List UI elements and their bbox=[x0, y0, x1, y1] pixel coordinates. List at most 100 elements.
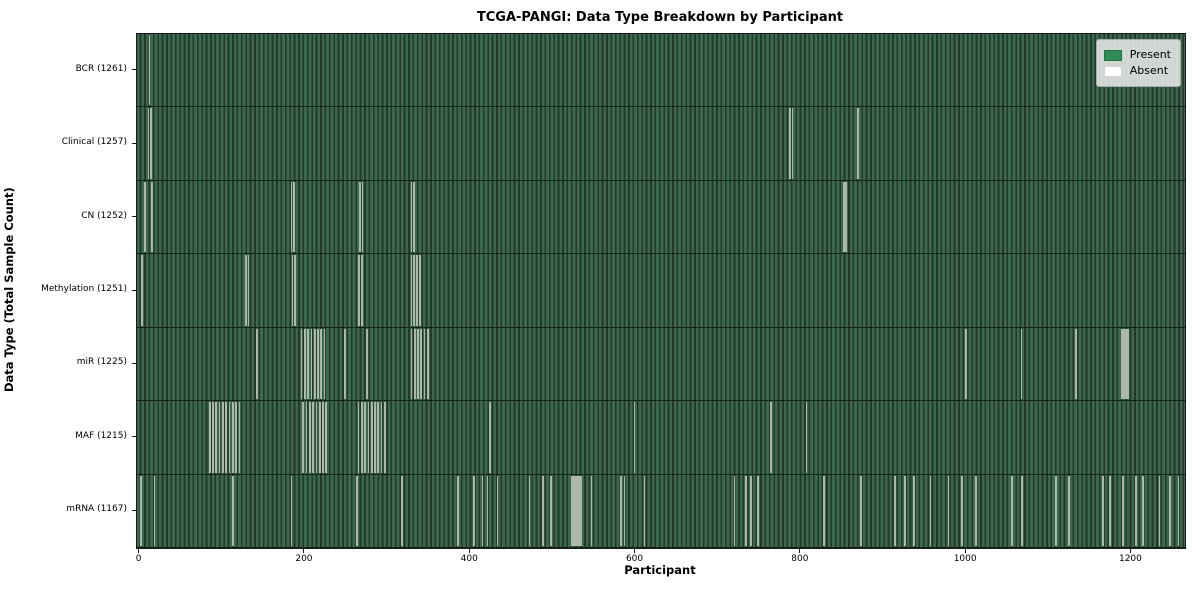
absent-marker bbox=[413, 328, 416, 400]
absent-marker bbox=[620, 475, 623, 546]
absent-marker bbox=[623, 475, 626, 546]
absent-marker bbox=[417, 328, 419, 400]
y-tick-label: CN (1252) bbox=[81, 210, 127, 221]
row-clinical bbox=[137, 107, 1185, 181]
absent-marker bbox=[374, 402, 376, 473]
absent-marker bbox=[1177, 475, 1180, 546]
absent-marker bbox=[384, 402, 386, 473]
chart-title: TCGA-PANGI: Data Type Breakdown by Parti… bbox=[476, 10, 844, 25]
x-tick-mark bbox=[468, 549, 470, 553]
absent-marker bbox=[232, 475, 234, 546]
absent-marker bbox=[310, 328, 313, 400]
legend-label: Present bbox=[1129, 48, 1171, 61]
absent-marker bbox=[325, 402, 328, 473]
absent-marker bbox=[473, 475, 476, 546]
x-tick-mark bbox=[799, 549, 801, 553]
absent-marker bbox=[294, 255, 296, 326]
absent-marker bbox=[360, 402, 363, 473]
absent-marker bbox=[496, 475, 499, 546]
row-maf bbox=[137, 401, 1185, 475]
y-tick-label: Methylation (1251) bbox=[41, 284, 127, 294]
x-tick-mark bbox=[964, 549, 966, 553]
absent-marker bbox=[486, 475, 489, 546]
absent-marker bbox=[1108, 475, 1111, 546]
absent-marker bbox=[860, 475, 862, 546]
absent-marker bbox=[300, 328, 303, 400]
absent-marker bbox=[144, 181, 147, 253]
absent-marker bbox=[370, 402, 373, 473]
y-tick-label: BCR (1261) bbox=[75, 63, 127, 74]
y-tick-label: Clinical (1257) bbox=[61, 137, 127, 148]
absent-marker bbox=[208, 402, 211, 473]
x-tick-label: 800 bbox=[791, 554, 809, 564]
absent-marker bbox=[364, 402, 366, 473]
absent-marker bbox=[313, 328, 316, 400]
x-tick-mark bbox=[138, 549, 140, 553]
absent-marker bbox=[745, 475, 747, 546]
y-tick-mark bbox=[132, 289, 136, 291]
y-tick-label: MAF (1215) bbox=[75, 430, 127, 441]
absent-marker bbox=[245, 255, 247, 326]
absent-marker bbox=[359, 181, 362, 253]
row-bcr bbox=[137, 34, 1185, 108]
absent-marker bbox=[410, 328, 413, 400]
absent-marker bbox=[360, 255, 363, 326]
plot-area: Present Absent bbox=[136, 33, 1186, 549]
absent-marker bbox=[413, 181, 415, 253]
absent-marker bbox=[590, 475, 593, 546]
absent-marker bbox=[842, 181, 845, 253]
absent-marker bbox=[528, 475, 531, 546]
absent-marker bbox=[1011, 475, 1014, 546]
absent-marker bbox=[643, 475, 646, 546]
absent-marker bbox=[150, 108, 152, 179]
absent-marker bbox=[789, 108, 791, 179]
absent-marker bbox=[1055, 475, 1057, 546]
absent-marker bbox=[255, 328, 258, 400]
absent-marker bbox=[377, 402, 380, 473]
absent-marker bbox=[1121, 328, 1129, 400]
absent-marker bbox=[845, 181, 847, 253]
y-tick-mark bbox=[132, 362, 136, 364]
absent-marker bbox=[733, 475, 736, 546]
absent-marker bbox=[315, 402, 318, 473]
absent-marker bbox=[756, 475, 759, 546]
x-tick-label: 1000 bbox=[953, 554, 977, 564]
absent-marker bbox=[323, 328, 326, 400]
absent-marker bbox=[965, 328, 967, 400]
row-methylation bbox=[137, 254, 1185, 328]
absent-marker bbox=[308, 402, 311, 473]
x-tick-label: 1200 bbox=[1118, 554, 1142, 564]
absent-marker bbox=[1158, 475, 1161, 546]
x-tick-mark bbox=[303, 549, 305, 553]
absent-marker bbox=[750, 475, 752, 546]
absent-marker bbox=[822, 475, 825, 546]
legend-swatch-icon bbox=[1103, 65, 1122, 77]
absent-marker bbox=[153, 475, 156, 546]
x-tick-mark bbox=[1129, 549, 1131, 553]
x-tick-mark bbox=[634, 549, 636, 553]
absent-marker bbox=[856, 108, 859, 179]
absent-marker bbox=[312, 402, 314, 473]
row-mrna bbox=[137, 475, 1185, 548]
absent-marker bbox=[365, 328, 368, 400]
absent-marker bbox=[791, 108, 794, 179]
absent-marker bbox=[291, 255, 294, 326]
absent-marker bbox=[293, 181, 295, 253]
absent-marker bbox=[320, 328, 323, 400]
absent-marker bbox=[318, 402, 321, 473]
absent-marker bbox=[358, 255, 361, 326]
absent-marker bbox=[1068, 475, 1071, 546]
x-tick-label: 600 bbox=[625, 554, 644, 564]
y-tick-label: mRNA (1167) bbox=[66, 504, 127, 515]
absent-marker bbox=[215, 402, 218, 473]
absent-marker bbox=[141, 255, 143, 326]
absent-marker bbox=[418, 255, 421, 326]
absent-marker bbox=[420, 328, 423, 400]
absent-marker bbox=[960, 475, 963, 546]
absent-marker bbox=[222, 402, 224, 473]
absent-marker bbox=[489, 402, 491, 473]
absent-marker bbox=[305, 402, 308, 473]
absent-marker bbox=[541, 475, 544, 546]
legend-item-present: Present bbox=[1103, 48, 1171, 62]
absent-marker bbox=[410, 255, 413, 326]
